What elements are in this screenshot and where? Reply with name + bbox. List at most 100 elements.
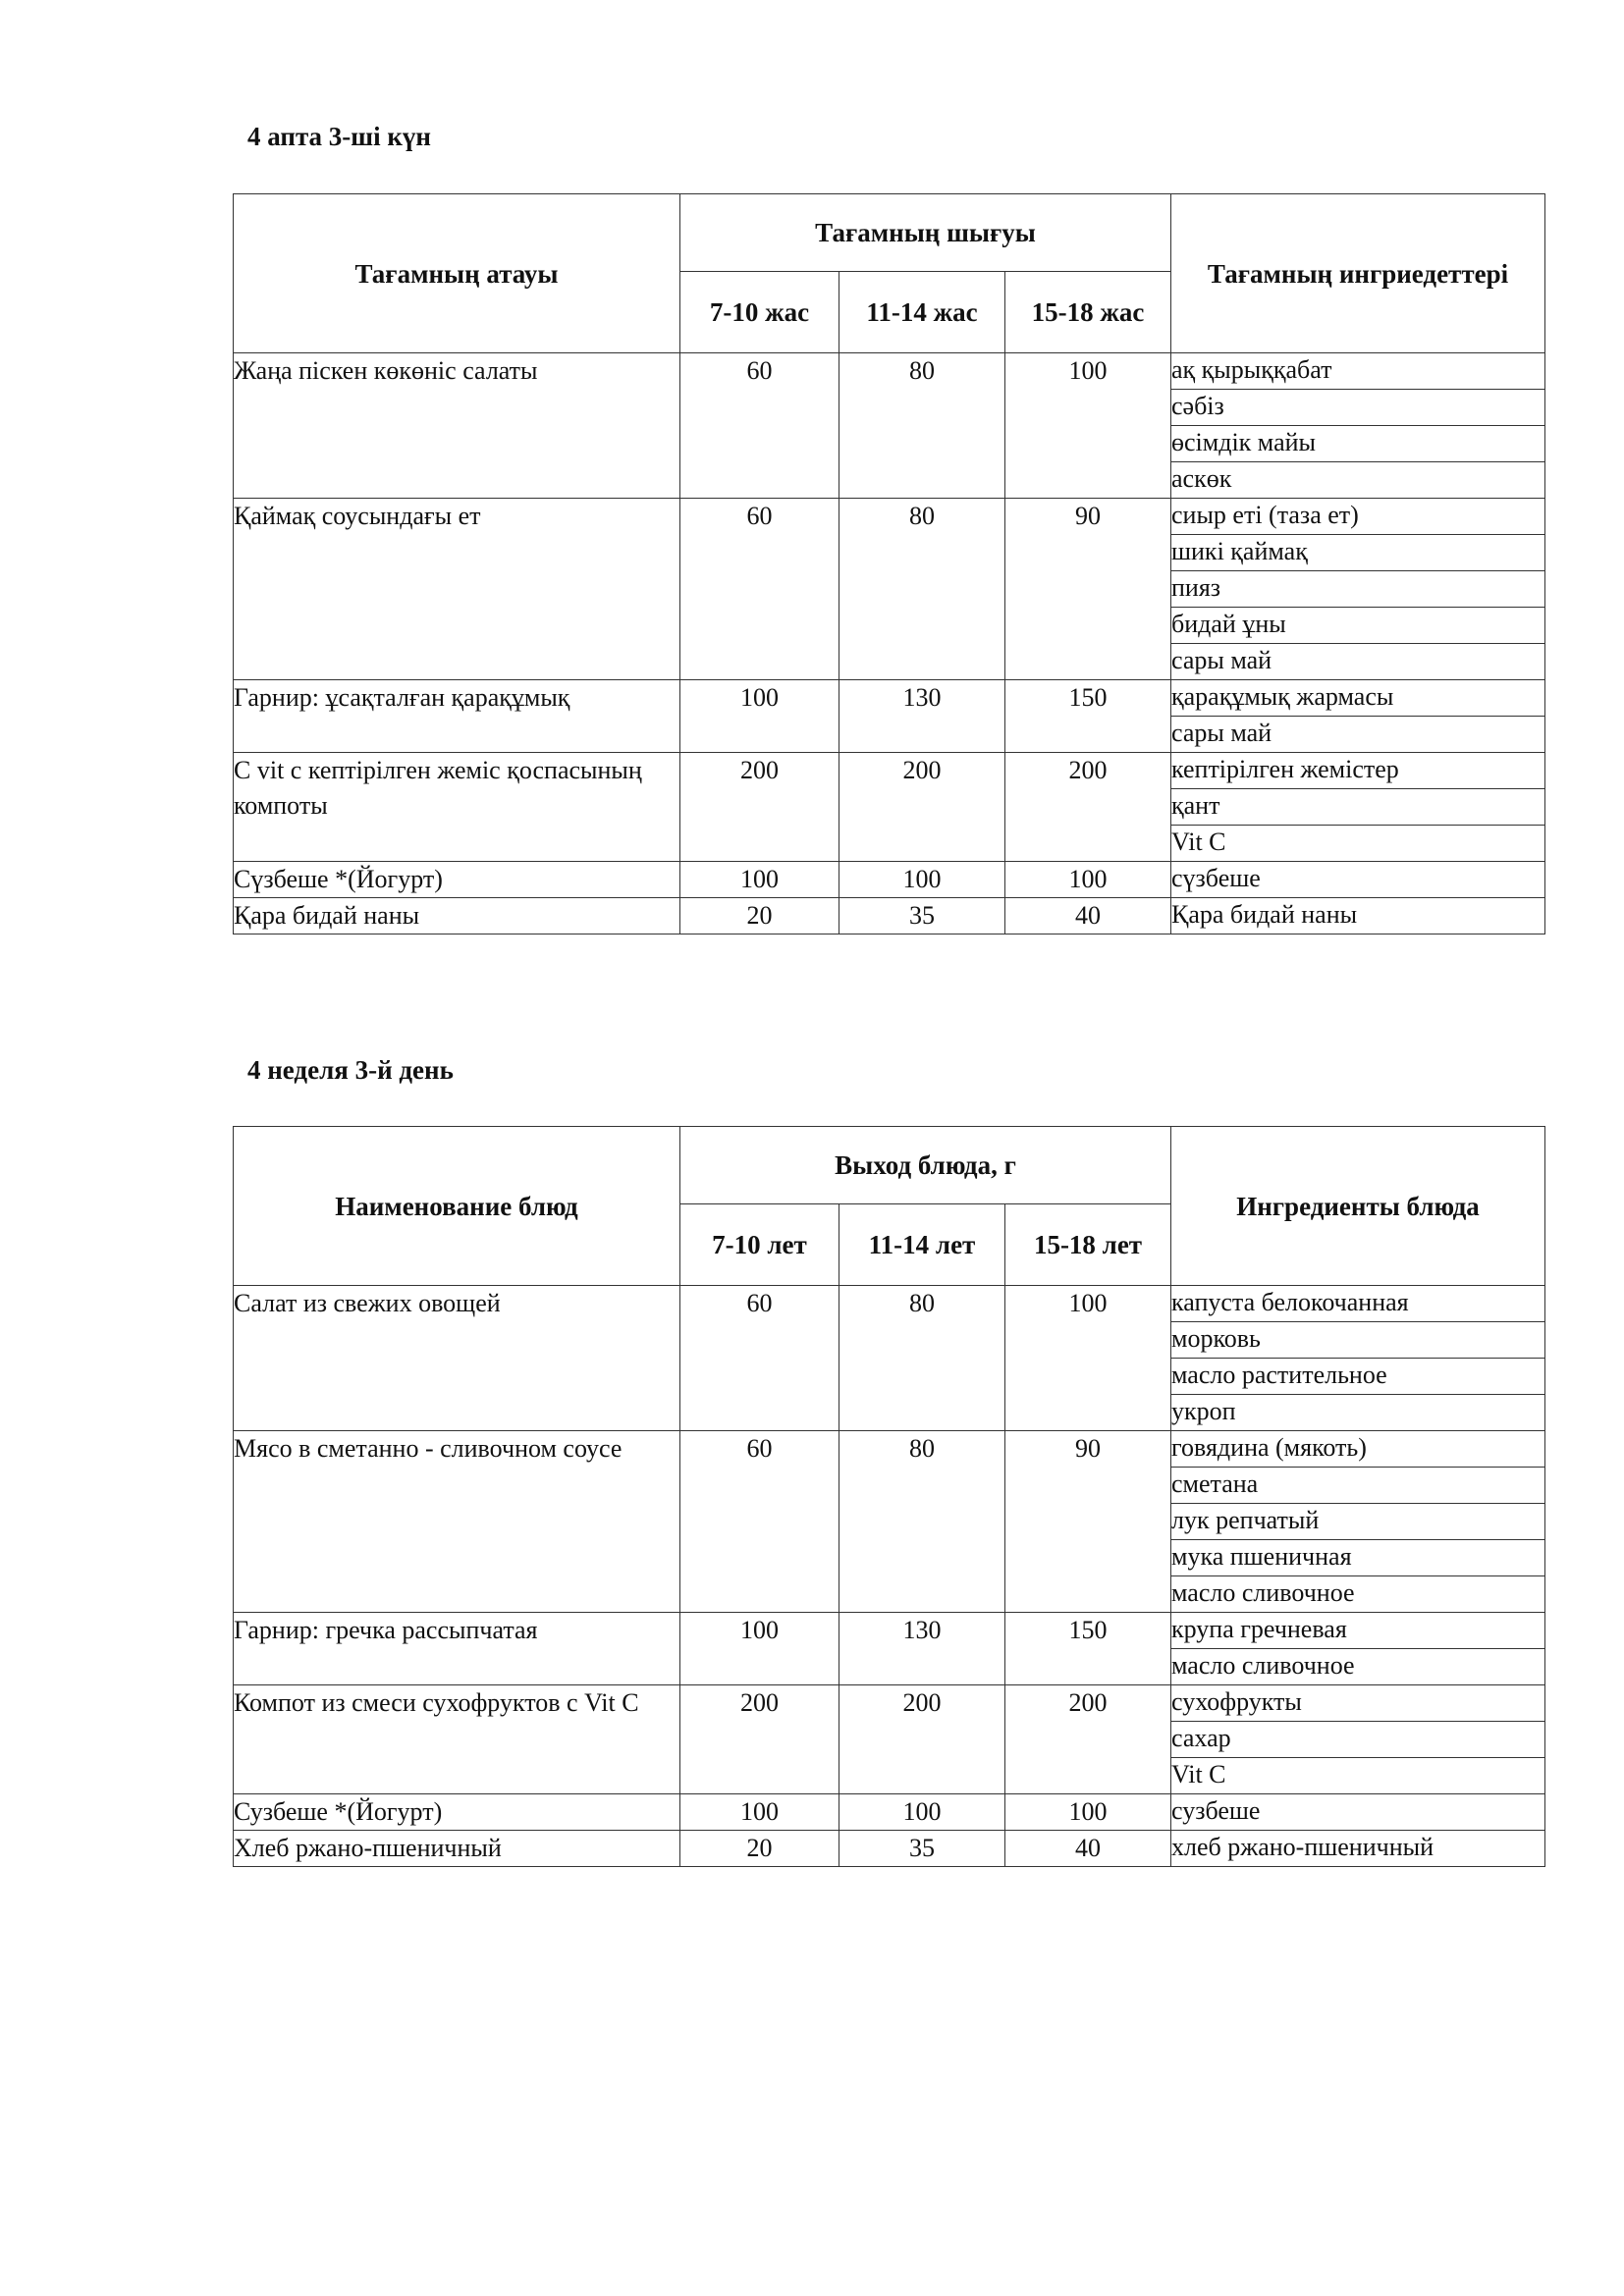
- dish-yield-value: 60: [679, 1430, 839, 1613]
- dish-yield-value: 60: [679, 1285, 839, 1431]
- ingredient: қант: [1170, 788, 1545, 826]
- ingredient: кептірілген жемістер: [1170, 752, 1545, 789]
- ingredient: Қара бидай наны: [1170, 897, 1545, 934]
- dish-yield-value: 100: [1004, 352, 1171, 499]
- table-row: масло сливочное: [234, 1575, 1546, 1613]
- dish-yield-value: 200: [839, 752, 1005, 862]
- ingredient: сметана: [1170, 1467, 1546, 1504]
- header-row-ages: 7-10 лет 11-14 лет 15-18 лет: [234, 1203, 1545, 1286]
- column-header-age: 15-18 лет: [1003, 1203, 1172, 1286]
- ingredient: сары май: [1170, 716, 1545, 753]
- ingredient: қарақұмық жармасы: [1170, 679, 1545, 717]
- dish-name: Салат из свежих овощей: [233, 1285, 680, 1431]
- ingredient: сары май: [1170, 643, 1545, 680]
- ingredient: морковь: [1170, 1321, 1546, 1359]
- dish-name: Сүзбеше *(Йогурт): [233, 861, 680, 898]
- dish-name: Жаңа піскен көкөніс салаты: [233, 352, 680, 499]
- table-row: сары май: [234, 716, 1545, 753]
- dish-name: Қаймақ соусындағы ет: [233, 498, 680, 680]
- ingredient: капуста белокочанная: [1170, 1285, 1546, 1322]
- dish-yield-value: 130: [839, 1612, 1005, 1685]
- header-row: Наименование блюд Выход блюда, г Ингредиен…: [233, 1126, 1546, 1286]
- dish-yield-value: 100: [1003, 1793, 1172, 1831]
- dish-name: С vit с кептірілген жеміс қоспасының ком…: [233, 752, 680, 862]
- ingredient: укроп: [1170, 1394, 1546, 1431]
- dish-yield-value: 20: [679, 1830, 839, 1867]
- dish-yield-value: 200: [1003, 1684, 1172, 1794]
- table-row: аскөк: [234, 461, 1545, 499]
- dish-yield-value: 100: [1003, 1285, 1172, 1431]
- dish-yield-value: 200: [1004, 752, 1171, 862]
- table-row: қант: [234, 788, 1545, 826]
- dish-yield-value: 100: [679, 1612, 839, 1685]
- dish-name: Компот из смеси сухофруктов с Vit C: [233, 1684, 680, 1794]
- table-row: масло растительное: [234, 1358, 1546, 1395]
- table-row: С vit с кептірілген жеміс қоспасының ком…: [233, 752, 1545, 862]
- table-row: сахар: [234, 1721, 1546, 1758]
- dish-yield-value: 200: [679, 752, 839, 862]
- column-header-age: 15-18 жас: [1004, 271, 1171, 353]
- table-row: Гарнир: ұсақталған қарақұмық 100 130 150 қар…: [233, 679, 1545, 753]
- header-row: Тағамның атауы Тағамның шығуы Тағамның инг…: [233, 193, 1545, 353]
- ingredient: аскөк: [1170, 461, 1545, 499]
- ingredient: мука пшеничная: [1170, 1539, 1546, 1576]
- dish-yield-value: 100: [679, 1793, 839, 1831]
- column-header-name: Наименование блюд: [233, 1126, 680, 1286]
- dish-yield-value: 150: [1004, 679, 1171, 753]
- ingredient: Vit C: [1170, 1757, 1546, 1794]
- column-header-age: 7-10 лет: [679, 1203, 839, 1286]
- dish-yield-value: 100: [839, 861, 1005, 898]
- ingredient: ақ қырыққабат: [1170, 352, 1545, 390]
- table-row: Жаңа піскен көкөніс салаты 60 80 100 ақ қыры…: [233, 352, 1545, 499]
- dish-yield-value: 60: [679, 498, 839, 680]
- ingredient: сәбіз: [1170, 389, 1545, 426]
- column-header-yield: Тағамның шығуы: [679, 193, 1171, 272]
- dish-yield-value: 20: [679, 897, 839, 934]
- ingredient: сахар: [1170, 1721, 1546, 1758]
- table-row: морковь: [234, 1321, 1546, 1359]
- ingredient: говядина (мякоть): [1170, 1430, 1546, 1468]
- table-row: Сүзбеше *(Йогурт) 100 100 100 сүзбеше: [233, 861, 1545, 898]
- ingredient: сухофрукты: [1170, 1684, 1546, 1722]
- table-row: Қаймақ соусындағы ет 60 80 90 сиыр еті (таза…: [233, 498, 1545, 680]
- menu-table-kazakh: Тағамның атауы Тағамның шығуы Тағамның инг…: [233, 193, 1545, 934]
- ingredient: шикі қаймақ: [1170, 534, 1545, 571]
- dish-name: Гарнир: ұсақталған қарақұмық: [233, 679, 680, 753]
- header-row-ages: 7-10 жас 11-14 жас 15-18 жас: [234, 271, 1545, 353]
- ingredient: Vit C: [1170, 825, 1545, 862]
- dish-name: Гарнир: гречка рассыпчатая: [233, 1612, 680, 1685]
- section-title: 4 неделя 3-й день: [247, 1055, 454, 1085]
- ingredient: бидай ұны: [1170, 607, 1545, 644]
- dish-name: Хлеб ржано-пшеничный: [233, 1830, 680, 1867]
- column-header-ingredients: Тағамның ингриедеттері: [1170, 193, 1545, 353]
- table-row: Гарнир: гречка рассыпчатая 100 130 150 крупа…: [233, 1612, 1546, 1685]
- table-row: Салат из свежих овощей 60 80 100 капуста бел…: [233, 1285, 1546, 1431]
- dish-yield-value: 90: [1004, 498, 1171, 680]
- ingredient: сиыр еті (таза ет): [1170, 498, 1545, 535]
- dish-yield-value: 100: [679, 861, 839, 898]
- dish-yield-value: 200: [839, 1684, 1005, 1794]
- dish-yield-value: 90: [1003, 1430, 1172, 1613]
- dish-yield-value: 60: [679, 352, 839, 499]
- column-header-yield: Выход блюда, г: [678, 1126, 1172, 1204]
- table-row: Хлеб ржано-пшеничный 20 35 40 хлеб ржано-пше…: [233, 1830, 1546, 1867]
- dish-yield-value: 100: [839, 1793, 1005, 1831]
- table-row: мука пшеничная: [234, 1539, 1546, 1576]
- table-row: сметана: [234, 1467, 1546, 1504]
- ingredient: масло растительное: [1170, 1358, 1546, 1395]
- table-row: Қара бидай наны 20 35 40 Қара бидай наны: [233, 897, 1545, 934]
- table-row: Мясо в сметанно - сливочном соусе 60 80 90 г…: [233, 1430, 1546, 1613]
- ingredient: масло сливочное: [1170, 1575, 1546, 1613]
- dish-yield-value: 40: [1003, 1830, 1172, 1867]
- dish-yield-value: 100: [1004, 861, 1171, 898]
- table-row: Компот из смеси сухофруктов с Vit C 200 20…: [233, 1684, 1546, 1794]
- menu-table-russian: Наименование блюд Выход блюда, г Ингредиен…: [233, 1126, 1546, 1867]
- ingredient: хлеб ржано-пшеничный: [1170, 1830, 1546, 1867]
- column-header-age: 11-14 жас: [839, 271, 1005, 353]
- dish-yield-value: 80: [839, 498, 1005, 680]
- table-row: сары май: [234, 643, 1545, 680]
- ingredient: крупа гречневая: [1170, 1612, 1546, 1649]
- dish-yield-value: 35: [839, 1830, 1005, 1867]
- ingredient: масло сливочное: [1170, 1648, 1546, 1685]
- dish-yield-value: 80: [839, 352, 1005, 499]
